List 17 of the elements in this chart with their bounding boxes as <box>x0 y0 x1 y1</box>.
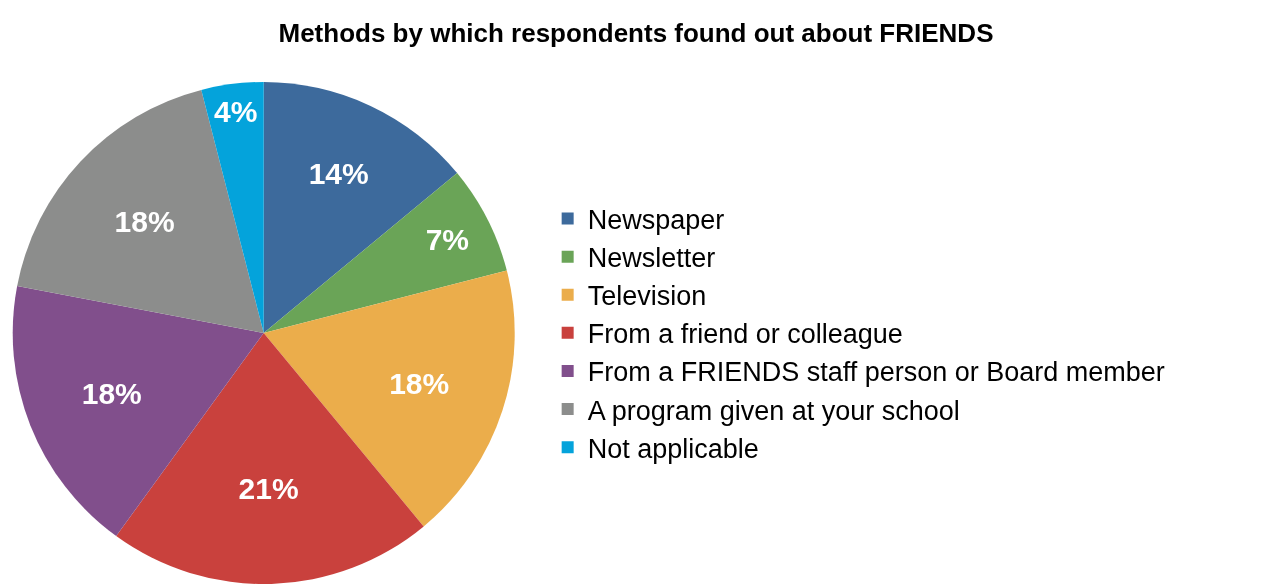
data-label: 18% <box>81 376 142 410</box>
legend-label: Newsletter <box>587 243 716 274</box>
chart-title: Methods by which respondents found out about FRIENDS <box>278 17 994 48</box>
legend-label: From a FRIENDS staff person or Board member <box>587 357 1165 388</box>
legend-label: Newspaper <box>587 205 725 236</box>
legend-label: Not applicable <box>587 433 759 464</box>
data-label: 18% <box>389 367 450 400</box>
data-label: 14% <box>308 157 369 191</box>
data-label: 21% <box>238 472 299 506</box>
pie-slice <box>17 89 264 333</box>
pie-slice <box>201 82 264 333</box>
legend-label: A program given at your school <box>587 395 960 426</box>
data-label: 18% <box>114 204 175 238</box>
legend-label: Television <box>587 281 707 312</box>
data-label: 7% <box>425 222 469 256</box>
legend-label: From a friend or colleague <box>587 319 903 350</box>
data-label: 4% <box>214 95 258 129</box>
